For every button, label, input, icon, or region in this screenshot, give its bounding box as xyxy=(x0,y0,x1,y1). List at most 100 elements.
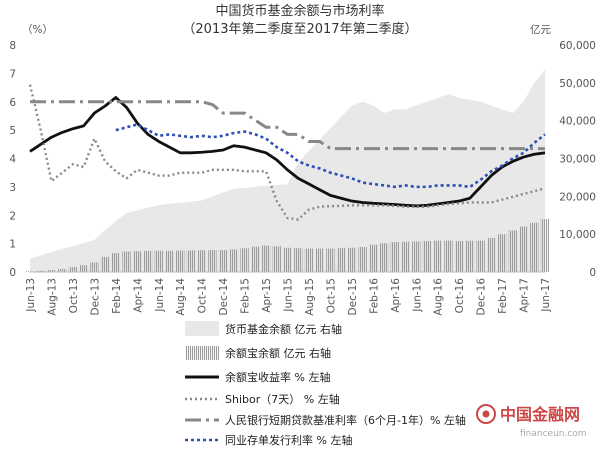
legend-label-yuebao-yield: 余额宝收益率 % 左轴 xyxy=(225,370,330,384)
y-left-tick-label: 5 xyxy=(9,125,16,137)
x-tick-label: Oct-16 xyxy=(454,278,466,314)
y-axis-left: 0 1 2 3 4 5 6 7 8 xyxy=(9,40,16,279)
x-tick-label: Apr-17 xyxy=(519,278,531,313)
y-left-tick-label: 7 xyxy=(9,68,16,80)
yuebao-balance-bar xyxy=(197,250,206,272)
yuebao-balance-bar xyxy=(251,246,260,272)
yuebao-balance-bar xyxy=(36,270,45,272)
x-tick-label: Feb-17 xyxy=(497,278,509,314)
x-tick-label: Aug-13 xyxy=(46,278,58,316)
yuebao-balance-bar xyxy=(326,248,335,272)
yuebao-balance-bar xyxy=(165,250,174,272)
legend-item-money-fund: 货币基金余额 亿元 右轴 xyxy=(185,321,342,336)
legend-label-pboc-rate: 人民银行短期贷款基准利率（6个月-1年）% 左轴 xyxy=(225,413,466,427)
y-right-tick-label: 20,000 xyxy=(559,191,596,203)
x-tick-label: Jun-13 xyxy=(25,278,37,313)
yuebao-balance-bar xyxy=(111,253,121,272)
y-left-unit-label: （%） xyxy=(22,24,53,36)
legend-item-yuebao-balance: 余额宝余额 亿元 右轴 xyxy=(185,346,331,360)
x-tick-label: Aug-15 xyxy=(304,278,316,316)
y-left-tick-label: 1 xyxy=(9,239,16,251)
x-tick-label: Dec-16 xyxy=(476,278,488,316)
yuebao-balance-bar xyxy=(208,250,217,272)
x-tick-label: Oct-15 xyxy=(325,278,337,313)
y-right-tick-label: 30,000 xyxy=(559,154,596,166)
y-left-tick-label: 6 xyxy=(9,97,16,109)
chart-title: 中国货币基金余额与市场利率 xyxy=(215,3,384,19)
yuebao-balance-bar xyxy=(401,241,410,272)
legend-item-yuebao-yield: 余额宝收益率 % 左轴 xyxy=(185,370,330,384)
y-left-tick-label: 2 xyxy=(9,210,16,222)
yuebao-balance-bar xyxy=(68,267,78,272)
legend-label-money-fund: 货币基金余额 亿元 右轴 xyxy=(225,322,342,336)
series-money-fund-area xyxy=(30,69,545,272)
watermark-logo-icon xyxy=(476,404,496,424)
yuebao-balance-bar xyxy=(465,240,475,272)
watermark: 中国金融网 financeun.com xyxy=(476,404,587,439)
yuebao-balance-bar xyxy=(530,222,539,272)
y-left-tick-label: 8 xyxy=(9,40,16,52)
series-ncd-rate-line xyxy=(115,123,546,189)
y-axis-right: 0 10,000 20,000 30,000 40,000 50,000 60,000 xyxy=(559,40,596,279)
yuebao-balance-bar xyxy=(315,248,324,272)
x-tick-label: Dec-14 xyxy=(218,278,230,316)
yuebao-balance-bar xyxy=(444,240,453,272)
yuebao-balance-bar xyxy=(508,230,517,272)
x-tick-label: Oct-14 xyxy=(197,278,209,314)
yuebao-balance-bar xyxy=(240,248,249,272)
legend-label-yuebao-balance: 余额宝余额 亿元 右轴 xyxy=(225,346,331,360)
x-tick-label: Feb-15 xyxy=(240,278,252,314)
yuebao-balance-bar xyxy=(304,248,314,272)
yuebao-balance-bar xyxy=(143,250,153,272)
yuebao-balance-bar xyxy=(79,265,88,272)
yuebao-balance-bar xyxy=(433,240,442,272)
x-tick-label: Oct-13 xyxy=(68,278,80,313)
yuebao-balance-bar xyxy=(497,234,507,272)
yuebao-balance-bar xyxy=(229,249,239,272)
watermark-cn-text: 中国金融网 xyxy=(500,405,580,424)
x-tick-label: Apr-16 xyxy=(390,278,402,313)
y-right-unit-label: 亿元 xyxy=(530,23,551,36)
yuebao-balance-bar xyxy=(176,250,185,272)
yuebao-balance-bar xyxy=(133,251,142,272)
legend-item-pboc-rate: 人民银行短期贷款基准利率（6个月-1年）% 左轴 xyxy=(185,413,466,427)
legend-label-ncd-rate: 同业存单发行利率 % 左轴 xyxy=(225,433,352,447)
series-pboc-rate-line xyxy=(30,100,545,151)
y-left-tick-label: 0 xyxy=(9,267,16,279)
yuebao-balance-bar xyxy=(47,270,56,272)
yuebao-balance-bar xyxy=(379,243,389,272)
yuebao-balance-bar xyxy=(422,240,432,272)
x-tick-label: Aug-14 xyxy=(175,278,187,316)
y-right-tick-label: 0 xyxy=(589,267,596,279)
series-shibor-line xyxy=(28,84,546,221)
yuebao-balance-bar xyxy=(122,251,131,272)
yuebao-balance-bar xyxy=(90,262,99,272)
plot-area xyxy=(25,69,550,272)
yuebao-balance-bar xyxy=(261,245,271,272)
x-tick-label: Dec-15 xyxy=(347,278,359,315)
x-tick-label: Jun-15 xyxy=(283,278,295,313)
legend-item-shibor: Shibor（7天） % 左轴 xyxy=(185,392,340,406)
x-tick-label: Apr-15 xyxy=(261,278,273,313)
legend-swatch-money-fund xyxy=(185,321,219,336)
yuebao-balance-bar xyxy=(540,219,550,272)
y-right-tick-label: 50,000 xyxy=(559,78,596,90)
yuebao-balance-bar xyxy=(218,250,228,272)
yuebao-balance-bar xyxy=(186,250,196,272)
y-right-tick-label: 10,000 xyxy=(559,229,596,241)
series-yuebao-balance-bars xyxy=(25,219,550,272)
legend: 货币基金余额 亿元 右轴 余额宝余额 亿元 右轴 余额宝收益率 % 左轴 Shi… xyxy=(185,321,466,447)
yuebao-balance-bar xyxy=(347,247,357,272)
yuebao-balance-bar xyxy=(487,237,496,272)
yuebao-balance-bar xyxy=(58,268,67,272)
yuebao-balance-bar xyxy=(283,247,292,272)
yuebao-balance-bar xyxy=(336,248,346,272)
yuebao-balance-bar xyxy=(476,240,485,272)
y-right-tick-label: 60,000 xyxy=(559,40,596,52)
yuebao-balance-bar xyxy=(519,226,528,272)
chart-subtitle: （2013年第二季度至2017年第二季度） xyxy=(182,21,417,37)
y-right-tick-label: 40,000 xyxy=(559,116,596,128)
x-tick-label: Jun-16 xyxy=(411,278,423,313)
